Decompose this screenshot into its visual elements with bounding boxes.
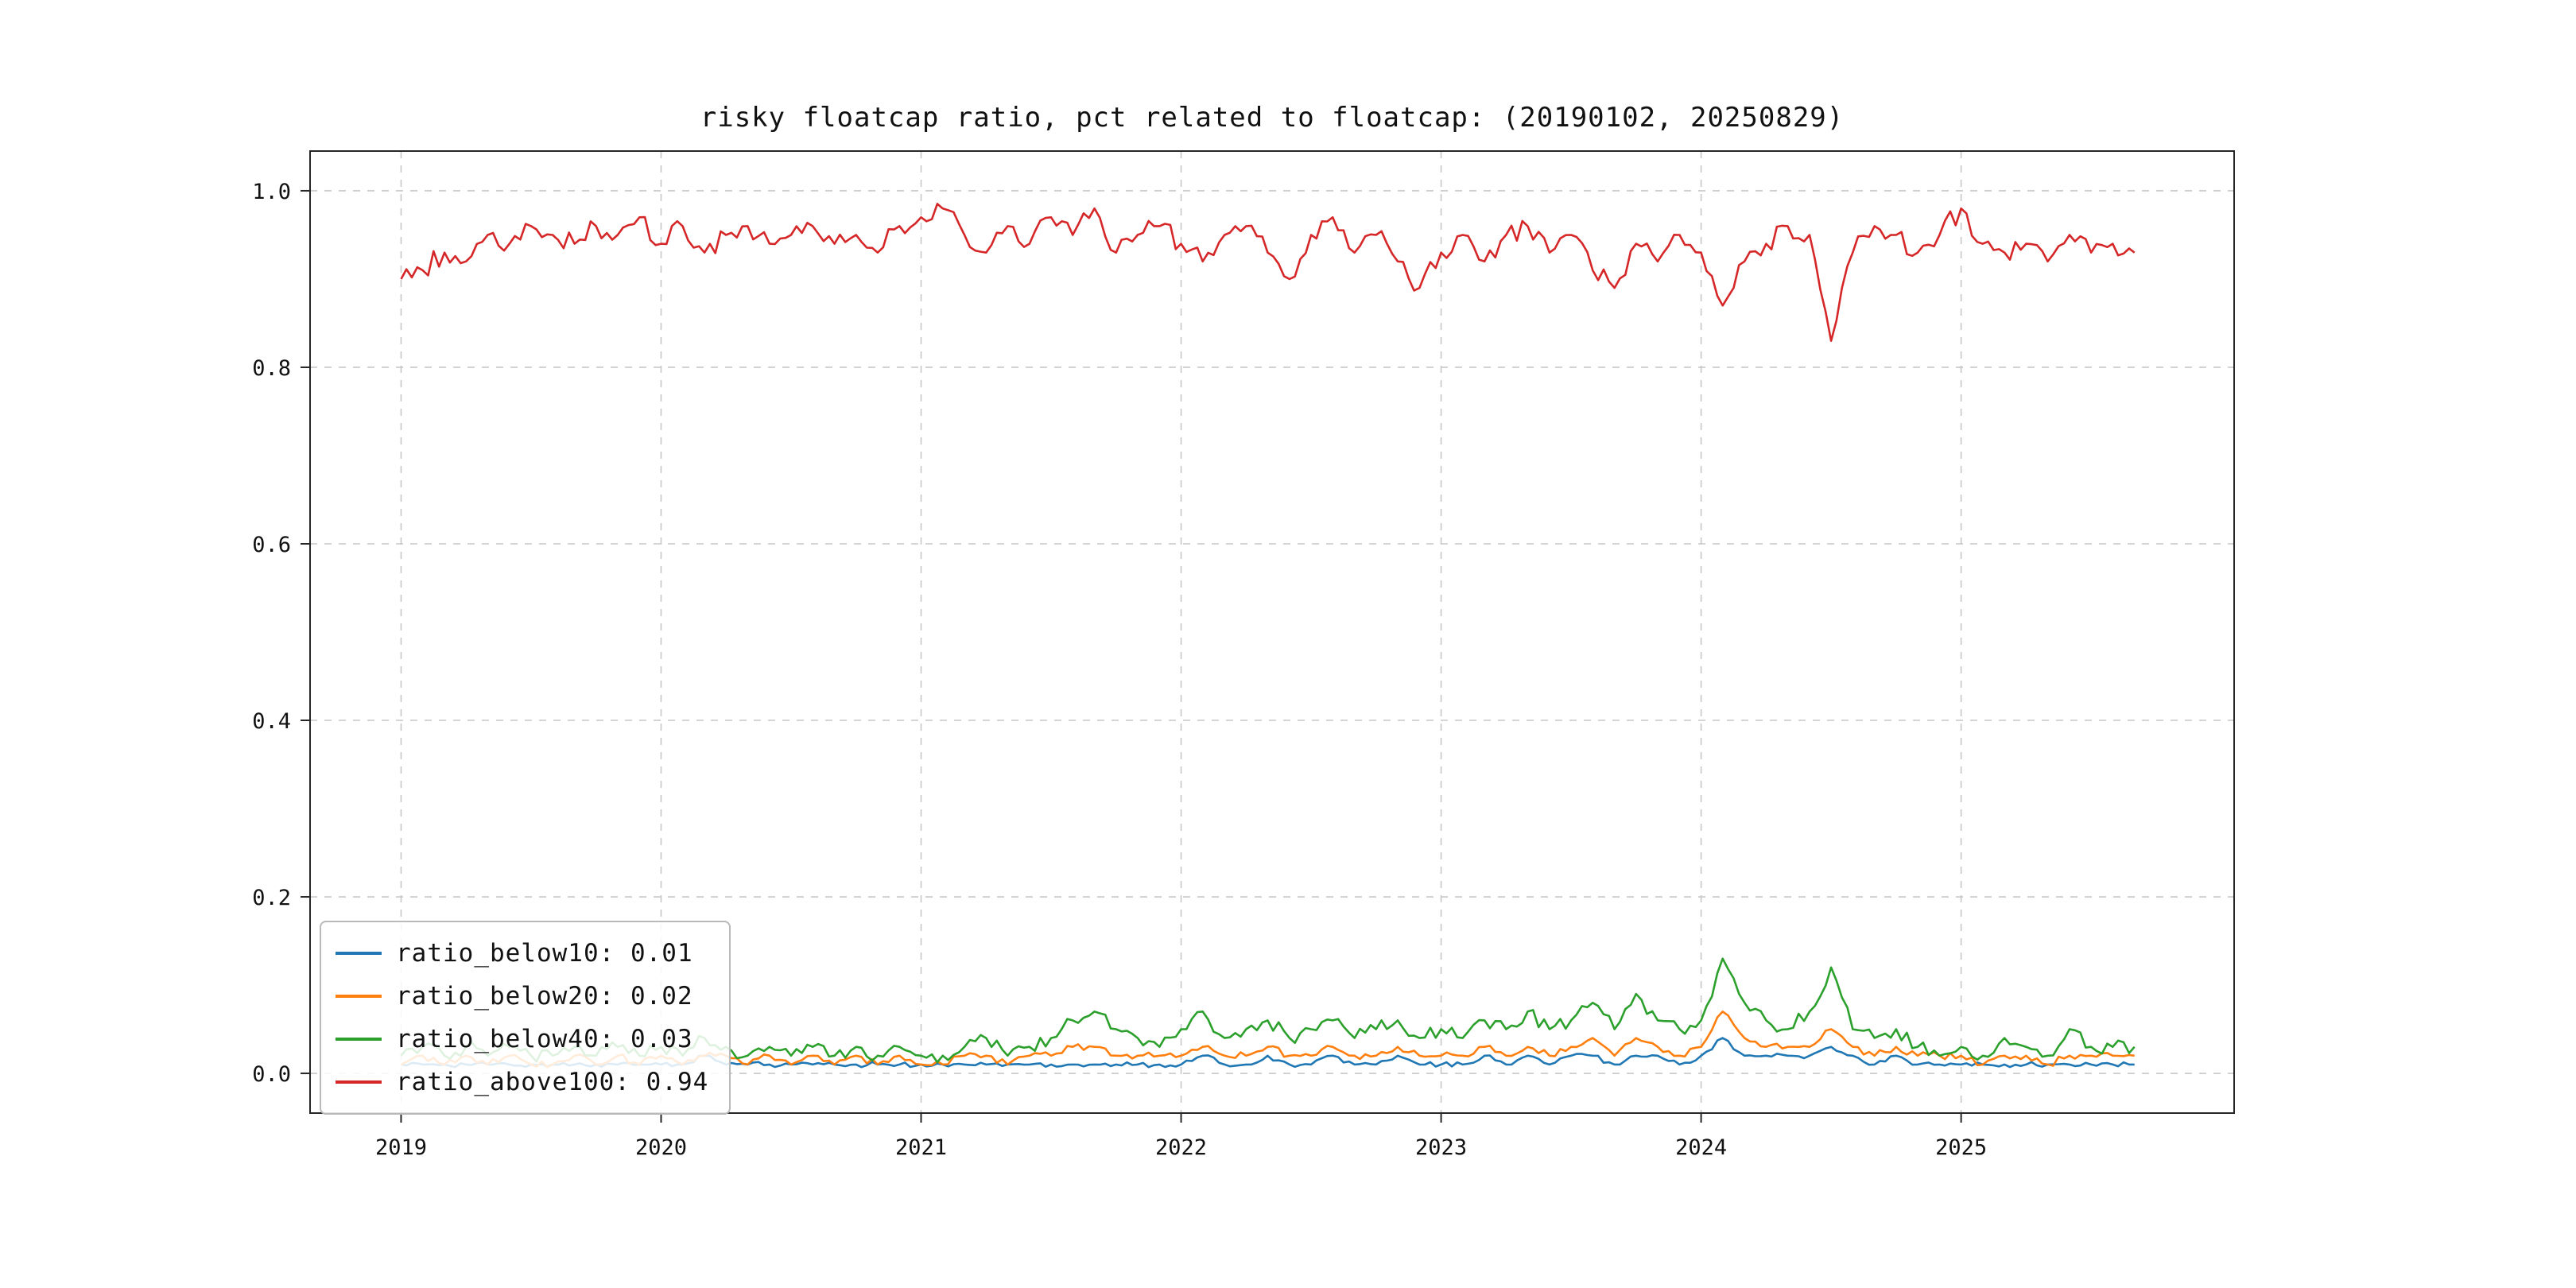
y-tick-label: 0.0 (252, 1062, 291, 1087)
x-tick-label: 2023 (1415, 1135, 1467, 1160)
y-tick-label: 0.4 (252, 709, 291, 734)
x-tick-label: 2020 (635, 1135, 687, 1160)
y-tick-label: 1.0 (252, 180, 291, 204)
legend-item-ratio_below10: ratio_below10: 0.01 (336, 932, 708, 975)
legend-line-swatch (336, 1038, 382, 1041)
chart-title: risky floatcap ratio, pct related to flo… (700, 102, 1845, 134)
y-tick-label: 0.8 (252, 356, 291, 381)
legend-line-swatch (336, 1080, 382, 1084)
axes-spines (309, 150, 2235, 1114)
legend-item-ratio_below20: ratio_below20: 0.02 (336, 975, 708, 1018)
legend-label: ratio_below10: 0.01 (396, 939, 693, 968)
legend-label: ratio_below40: 0.03 (396, 1025, 693, 1053)
x-tick-label: 2024 (1675, 1135, 1727, 1160)
y-tick-label: 0.2 (252, 886, 291, 910)
legend: ratio_below10: 0.01 ratio_below20: 0.02 ra… (320, 921, 731, 1115)
x-tick-label: 2021 (895, 1135, 947, 1160)
x-tick-label: 2022 (1155, 1135, 1207, 1160)
x-tick-label: 2019 (375, 1135, 427, 1160)
legend-line-swatch (336, 995, 382, 998)
legend-item-ratio_above100: ratio_above100: 0.94 (336, 1061, 708, 1104)
legend-line-swatch (336, 952, 382, 955)
series-line-ratio_above100 (400, 203, 2136, 343)
legend-label: ratio_above100: 0.94 (396, 1068, 709, 1096)
y-tick-label: 0.6 (252, 533, 291, 557)
legend-item-ratio_below40: ratio_below40: 0.03 (336, 1018, 708, 1061)
legend-label: ratio_below20: 0.02 (396, 982, 693, 1011)
x-tick-label: 2025 (1935, 1135, 1987, 1160)
